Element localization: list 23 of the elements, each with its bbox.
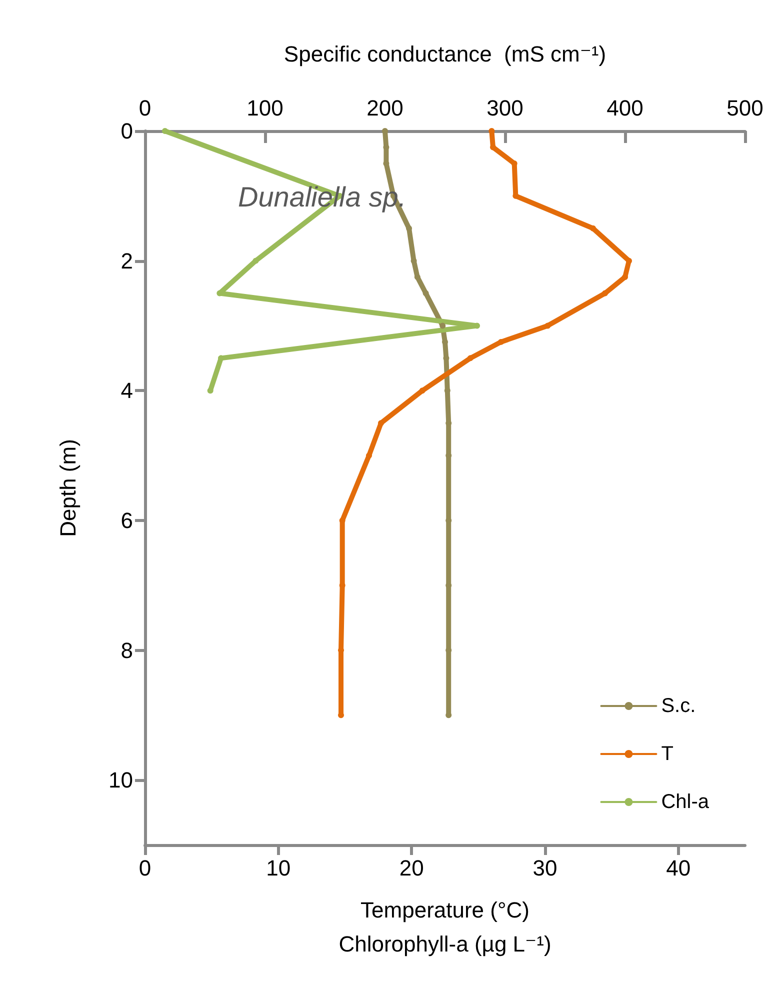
y-tick-label: 4 (120, 378, 133, 404)
x2-tick-label: 300 (486, 96, 524, 120)
x-tick-label: 10 (266, 856, 291, 880)
y-tick-label: 0 (120, 118, 133, 144)
x2-axis-title: Specific conductance (mS cm⁻¹) (284, 42, 606, 66)
y-tick-label: 2 (120, 248, 133, 274)
x2-tick-label: 0 (138, 96, 152, 120)
y-tick-label: 8 (120, 638, 133, 663)
x2-tick-label: 500 (726, 96, 764, 120)
x2-tick-label: 200 (366, 96, 404, 120)
legend-label: T (661, 743, 674, 765)
x2-tick-label: 400 (606, 96, 644, 120)
legend-label: Chl-a (661, 791, 710, 813)
x-tick-label: 20 (399, 856, 424, 880)
y-tick-label: 10 (108, 768, 133, 793)
y-axis-title: Depth (m) (56, 439, 80, 537)
x-axis-title: Temperature (°C) Chlorophyll-a (µg L⁻¹) (338, 898, 552, 956)
x2-tick-label: 100 (246, 96, 284, 120)
legend-label: S.c. (661, 695, 696, 717)
y-tick-label: 6 (120, 508, 133, 533)
x-tick-label: 0 (138, 856, 152, 880)
x-tick-label: 30 (532, 856, 558, 880)
x-tick-label: 40 (666, 856, 691, 880)
